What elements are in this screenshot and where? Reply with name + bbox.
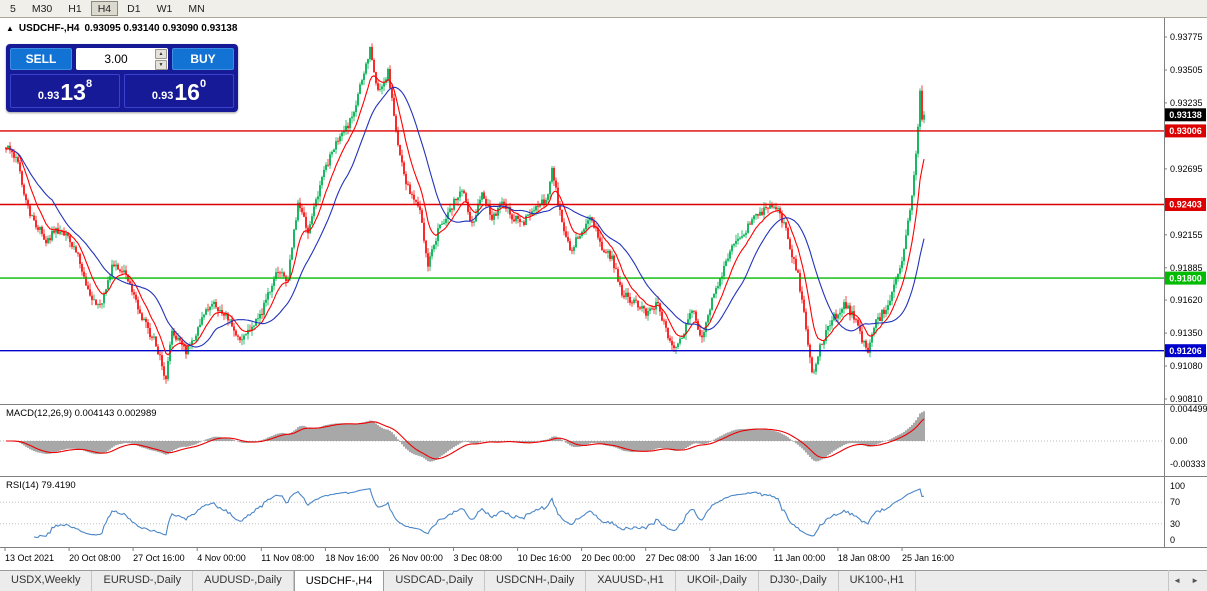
svg-text:13 Oct 2021: 13 Oct 2021	[5, 553, 54, 563]
tab-usdcnh-daily[interactable]: USDCNH-,Daily	[485, 571, 587, 591]
timeframe-button-m30[interactable]: M30	[31, 3, 53, 15]
rsi-line	[33, 488, 925, 538]
volume-decrease-icon[interactable]: ▼	[155, 60, 167, 70]
tab-usdchf-h4[interactable]: USDCHF-,H4	[293, 570, 385, 591]
svg-text:0.93505: 0.93505	[1170, 65, 1203, 75]
svg-text:0.90810: 0.90810	[1170, 394, 1203, 404]
price-axis-markers: 0.93138 0.93006 0.92403 0.91800 0.91206	[1165, 108, 1206, 358]
svg-text:100: 100	[1170, 481, 1185, 491]
timeframe-toolbar: 5 M30 H1 H4 D1 W1 MN	[0, 0, 1207, 18]
svg-text:0.92155: 0.92155	[1170, 230, 1203, 240]
buy-price-big: 16	[174, 79, 200, 106]
svg-text:4 Nov 00:00: 4 Nov 00:00	[197, 553, 246, 563]
ma-fast-line	[5, 75, 925, 356]
sell-price-prefix: 0.93	[37, 90, 60, 102]
time-axis: 13 Oct 2021 20 Oct 08:00 27 Oct 16:00 4 Nov…	[4, 547, 954, 563]
svg-text:0.91080: 0.91080	[1170, 361, 1203, 371]
chart-area: 0.93775 0.93505 0.93235 0.92695 0.92155 0.918…	[0, 18, 1207, 570]
svg-text:20 Oct 08:00: 20 Oct 08:00	[69, 553, 121, 563]
svg-text:3 Jan 16:00: 3 Jan 16:00	[710, 553, 757, 563]
rsi-axis: 100 70 30 0	[1170, 481, 1185, 545]
svg-text:0: 0	[1170, 535, 1175, 545]
timeframe-button-5[interactable]: 5	[10, 3, 16, 15]
svg-text:10 Dec 16:00: 10 Dec 16:00	[518, 553, 572, 563]
tab-scroll-controls: ◄ ►	[1168, 570, 1207, 591]
svg-text:0.91206: 0.91206	[1169, 346, 1202, 356]
svg-text:3 Dec 08:00: 3 Dec 08:00	[454, 553, 503, 563]
tab-usdcad-daily[interactable]: USDCAD-,Daily	[384, 571, 485, 591]
svg-text:25 Jan 16:00: 25 Jan 16:00	[902, 553, 954, 563]
svg-text:0.91620: 0.91620	[1170, 295, 1203, 305]
buy-price-sup: 0	[199, 78, 207, 90]
timeframe-button-h1[interactable]: H1	[68, 3, 82, 15]
svg-text:27 Oct 16:00: 27 Oct 16:00	[133, 553, 185, 563]
tab-xauusd-h1[interactable]: XAUUSD-,H1	[586, 571, 676, 591]
tab-usdx-weekly[interactable]: USDX,Weekly	[0, 571, 93, 591]
macd-signal-line	[6, 418, 925, 460]
chart-symbol: USDCHF-,H4	[18, 23, 80, 34]
tab-ukoil-daily[interactable]: UKOil-,Daily	[676, 571, 759, 591]
sell-price-sup: 8	[85, 78, 93, 90]
svg-text:0.93138: 0.93138	[1169, 110, 1202, 120]
macd-axis: 0.004499 0.00 -0.00333	[1170, 404, 1207, 469]
volume-spinner: ▲ ▼	[155, 49, 167, 70]
svg-text:70: 70	[1170, 497, 1180, 507]
svg-text:27 Dec 08:00: 27 Dec 08:00	[646, 553, 700, 563]
buy-price-prefix: 0.93	[151, 90, 174, 102]
svg-text:0.92695: 0.92695	[1170, 164, 1203, 174]
tab-uk100-h1[interactable]: UK100-,H1	[839, 571, 917, 591]
ma-slow-line	[9, 86, 925, 348]
timeframe-button-w1[interactable]: W1	[156, 3, 173, 15]
tab-dj30-daily[interactable]: DJ30-,Daily	[759, 571, 839, 591]
svg-text:18 Jan 08:00: 18 Jan 08:00	[838, 553, 890, 563]
sell-button[interactable]: SELL	[10, 48, 72, 70]
svg-text:0.91350: 0.91350	[1170, 328, 1203, 338]
tabs-scroll-right-icon[interactable]: ►	[1191, 576, 1199, 585]
rsi-panel	[0, 488, 1164, 538]
svg-text:-0.00333: -0.00333	[1170, 459, 1206, 469]
svg-text:0.004499: 0.004499	[1170, 404, 1207, 414]
buy-button[interactable]: BUY	[172, 48, 234, 70]
price-axis: 0.93775 0.93505 0.93235 0.92695 0.92155 0.918…	[1164, 32, 1203, 404]
volume-input[interactable]	[76, 48, 168, 70]
timeframe-button-d1[interactable]: D1	[127, 3, 141, 15]
rsi-label: RSI(14) 79.4190	[6, 480, 76, 491]
timeframe-button-mn[interactable]: MN	[188, 3, 205, 15]
tab-list: USDX,Weekly EURUSD-,Daily AUDUSD-,Daily USD…	[0, 570, 917, 591]
tab-audusd-daily[interactable]: AUDUSD-,Daily	[193, 571, 294, 591]
svg-text:0.93006: 0.93006	[1169, 126, 1202, 136]
volume-increase-icon[interactable]: ▲	[155, 49, 167, 59]
timeframe-button-h4[interactable]: H4	[90, 1, 119, 16]
sell-price-display[interactable]: 0.93 13 8	[10, 74, 120, 108]
svg-text:0.93775: 0.93775	[1170, 32, 1203, 42]
svg-text:26 Nov 00:00: 26 Nov 00:00	[389, 553, 443, 563]
sell-price-big: 13	[60, 79, 86, 106]
volume-field: ▲ ▼	[76, 48, 168, 70]
svg-text:18 Nov 16:00: 18 Nov 16:00	[325, 553, 379, 563]
chart-ohlc: 0.93095 0.93140 0.93090 0.93138	[84, 23, 238, 34]
svg-text:0.93235: 0.93235	[1170, 98, 1203, 108]
svg-text:0.91885: 0.91885	[1170, 263, 1203, 273]
svg-text:11 Jan 00:00: 11 Jan 00:00	[774, 553, 825, 563]
collapse-trade-panel-icon[interactable]: ▲	[6, 24, 14, 33]
svg-text:0.91800: 0.91800	[1169, 273, 1202, 283]
macd-label: MACD(12,26,9) 0.004143 0.002989	[6, 408, 157, 419]
svg-text:0.00: 0.00	[1170, 436, 1188, 446]
one-click-trading-panel: SELL ▲ ▼ BUY 0.93 13 8 0.93	[6, 44, 238, 112]
tabs-scroll-left-icon[interactable]: ◄	[1173, 576, 1182, 585]
chart-tabs: USDX,Weekly EURUSD-,Daily AUDUSD-,Daily USD…	[0, 570, 1207, 591]
svg-text:30: 30	[1170, 519, 1180, 529]
macd-panel	[0, 411, 1164, 462]
tab-eurusd-daily[interactable]: EURUSD-,Daily	[92, 571, 194, 591]
svg-text:20 Dec 00:00: 20 Dec 00:00	[582, 553, 636, 563]
buy-price-display[interactable]: 0.93 16 0	[124, 74, 234, 108]
svg-text:11 Nov 08:00: 11 Nov 08:00	[261, 553, 314, 563]
chart-title: ▲ USDCHF-,H4 0.93095 0.93140 0.93090 0.9…	[6, 23, 237, 34]
svg-text:0.92403: 0.92403	[1169, 200, 1202, 210]
